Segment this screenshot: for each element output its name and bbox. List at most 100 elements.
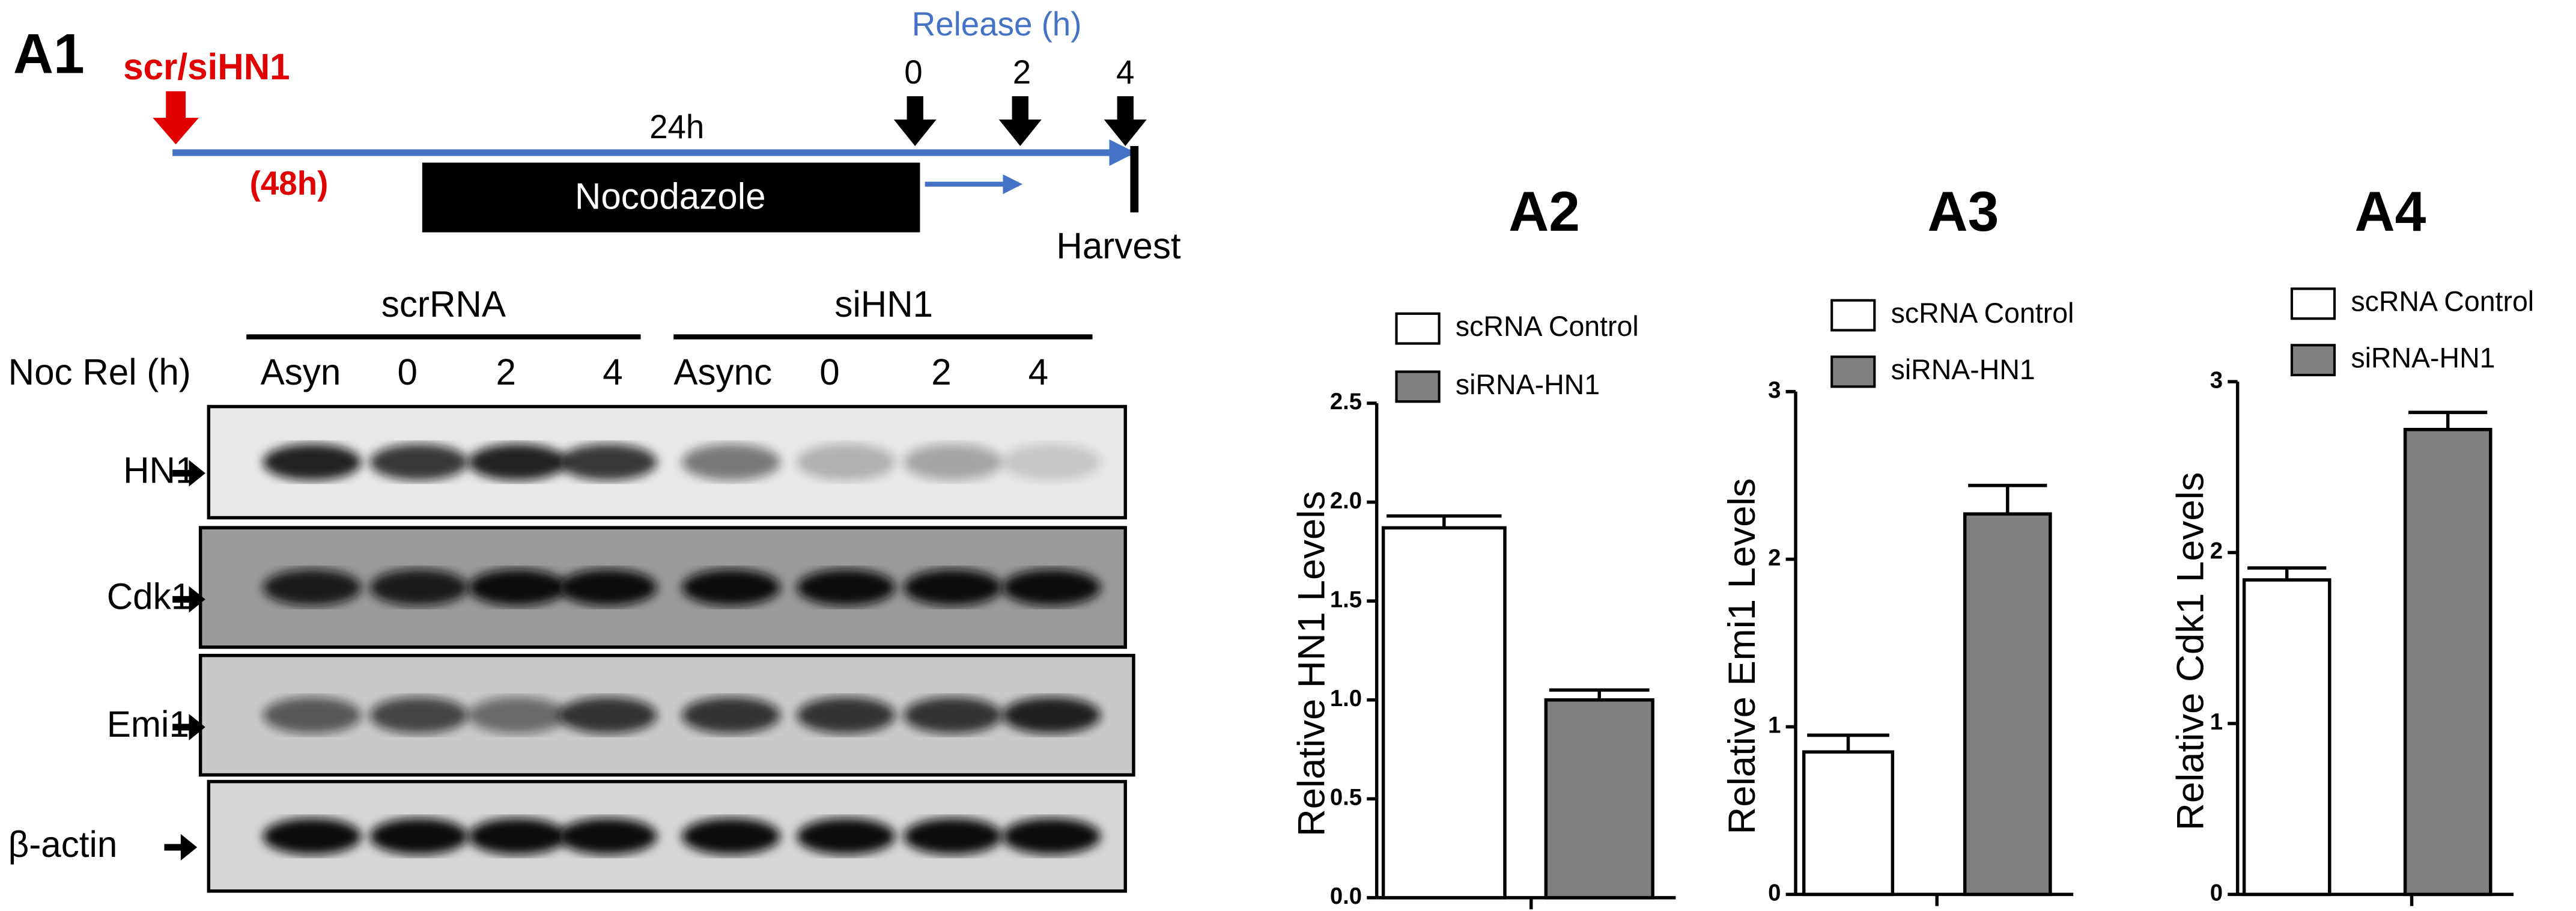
legend-swatch [1830,355,1876,388]
lanes: Asyn 0 2 4 Async 0 2 4 [261,352,1048,392]
y-tick-label: 2.5 [1330,389,1362,415]
band [369,443,469,481]
band [558,569,657,606]
legend-swatch [2290,287,2336,320]
band [1002,818,1101,855]
lane-label: 4 [1028,352,1048,392]
lane-label: Async [673,352,772,392]
legend-swatch [1395,370,1441,403]
duration-label: 24h [649,108,704,145]
arrow [172,460,205,487]
band [468,818,567,855]
y-tick-label: 2 [2210,538,2223,564]
release-label: Release (h) [912,5,1082,43]
arrow [172,713,205,741]
treatment-label: scr/siHN1 [123,46,290,87]
time-label: 0 [904,53,922,91]
band [468,443,567,481]
band [797,443,896,481]
legend-label: scRNA Control [2351,286,2534,317]
band [904,569,1003,606]
charts: A2 Relative HN1 Levels 0.0 0.5 1.0 1.5 2.0 2.5 s… [1291,179,2534,910]
bar [2403,427,2492,897]
band [558,696,657,734]
band [1002,696,1101,734]
group-label: scrRNA [381,284,506,324]
panel-label: A1 [13,22,85,85]
legend-swatch [1830,299,1876,332]
band [468,569,567,606]
time-label: 2 [1013,53,1031,91]
legend-swatch [2290,344,2336,377]
lane-label: 2 [496,352,516,392]
legend-label: siRNA-HN1 [2351,342,2495,373]
y-axis-label: Relative Cdk1 Levels [2170,472,2212,830]
bar [1544,698,1654,900]
band [681,696,780,734]
band [468,696,567,734]
lane-label: Asyn [261,352,341,392]
band [263,818,362,855]
harvest-label: Harvest [1056,225,1180,266]
legend-label: scRNA Control [1456,311,1639,342]
bar [1381,526,1507,900]
bar [1963,512,2052,897]
y-tick-label: 1 [2210,709,2223,735]
y-axis-label: Relative Emi1 Levels [1721,478,1763,835]
harvest-bar [1130,146,1139,213]
legend-label: scRNA Control [1891,297,2074,329]
drug-label: Nocodazole [575,175,766,216]
y-tick-label: 3 [1768,377,1781,403]
band [369,696,469,734]
y-tick-label: 2.0 [1330,488,1362,514]
legend-swatch [1395,312,1441,345]
y-tick-label: 0.5 [1330,784,1362,810]
band [369,818,469,855]
bar [1802,750,1895,897]
total-label: (48h) [250,165,329,202]
legend-label: siRNA-HN1 [1891,354,2035,385]
band [558,443,657,481]
y-tick-label: 0.0 [1330,883,1362,909]
band [797,696,896,734]
band [797,818,896,855]
band [369,569,469,606]
band [263,569,362,606]
chart-title: A3 [1928,179,1999,243]
band [904,696,1003,734]
arrow [153,91,199,145]
lane-label: 0 [819,352,839,392]
y-tick-label: 1.5 [1330,587,1362,612]
lane-label: 4 [603,352,622,392]
y-tick-label: 1 [1768,713,1781,739]
lane-label: 2 [931,352,951,392]
legend-label: siRNA-HN1 [1456,369,1600,400]
y-tick-label: 3 [2210,367,2223,393]
band [797,569,896,606]
time-label: 4 [1116,53,1134,91]
band [1002,569,1101,606]
chart-title: A4 [2355,179,2426,243]
drug-bar [422,162,920,233]
y-tick-label: 1.0 [1330,686,1362,711]
band [263,443,362,481]
band [263,696,362,734]
arrow [172,586,205,613]
lane-label: 0 [397,352,417,392]
group-label: siHN1 [834,284,933,324]
band [558,818,657,855]
y-axis-label: Relative HN1 Levels [1291,491,1333,836]
blot-label: β-actin [8,824,118,865]
band [1002,443,1101,481]
arrows [893,96,1147,147]
bar [2242,578,2331,897]
band [681,818,780,855]
band [904,818,1003,855]
band [904,443,1003,481]
y-tick-label: 0 [1768,880,1781,906]
band [681,443,780,481]
band [681,569,780,606]
